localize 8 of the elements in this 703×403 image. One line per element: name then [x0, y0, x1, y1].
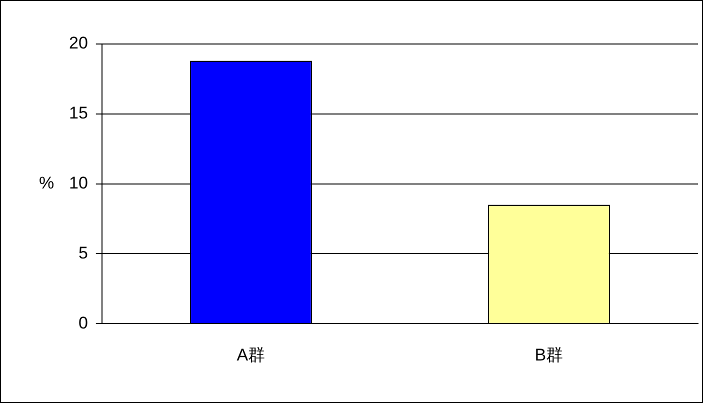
y-tick-label: 10	[68, 173, 88, 192]
y-tick-label: 20	[68, 34, 88, 53]
x-tick-label: B群	[534, 345, 564, 364]
y-tick-label: 0	[78, 313, 88, 332]
y-tick-label: 5	[78, 243, 88, 262]
x-tick-label: A群	[236, 345, 266, 364]
y-tick-label: 15	[68, 104, 88, 123]
y-axis-title: %	[39, 173, 54, 192]
